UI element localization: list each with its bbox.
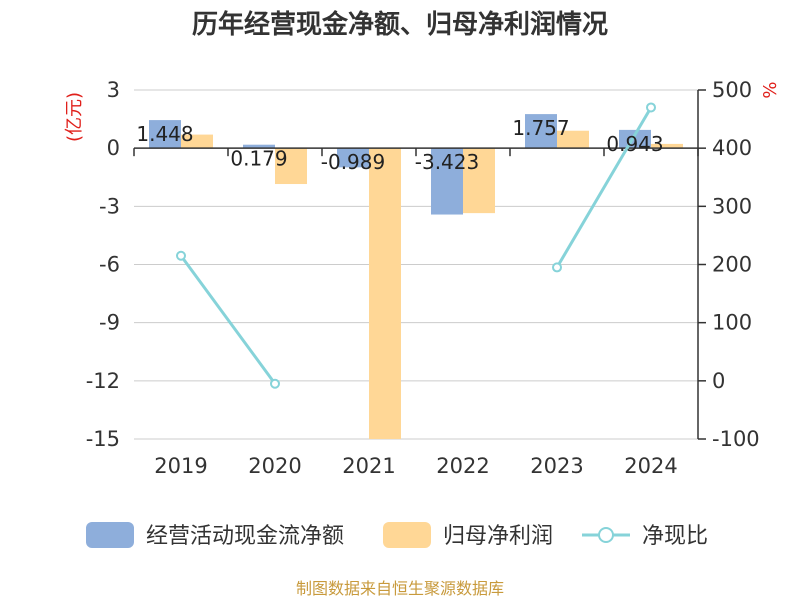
y-left-tick-label: -6 xyxy=(99,253,120,277)
cashflow-data-label: 0.943 xyxy=(606,132,663,156)
net-cash-ratio-point xyxy=(646,102,656,113)
x-tick-label: 2022 xyxy=(436,454,489,478)
x-tick-label: 2021 xyxy=(342,454,395,478)
net-profit-bar xyxy=(463,148,495,214)
cashflow-bar xyxy=(619,129,651,149)
left-axis-unit: (亿元) xyxy=(64,92,85,142)
y-left-tick-label: -9 xyxy=(99,311,120,335)
legend-swatch-cashflow xyxy=(86,522,134,548)
cashflow-data-label: -0.989 xyxy=(321,150,385,174)
x-tick-label: 2019 xyxy=(154,454,207,478)
y-left-tick-label: -3 xyxy=(99,194,120,218)
y-right-tick-label: 400 xyxy=(712,136,752,160)
net-cash-ratio-line xyxy=(555,106,653,269)
y-left-tick-label: 3 xyxy=(107,78,120,102)
right-axis-unit: % xyxy=(760,81,781,98)
net-profit-bar xyxy=(651,143,683,149)
net-profit-bar xyxy=(275,148,307,185)
net-profit-bar xyxy=(369,148,401,439)
y-right-tick-label: -100 xyxy=(712,427,760,451)
data-source: 制图数据来自恒生聚源数据库 xyxy=(296,579,504,598)
net-cash-ratio-point xyxy=(176,250,186,261)
cashflow-data-label: 0.179 xyxy=(230,147,287,171)
net-profit-bar xyxy=(181,134,213,149)
x-tick-label: 2024 xyxy=(624,454,677,478)
y-left-tick-label: -15 xyxy=(86,427,120,451)
cashflow-bar xyxy=(149,120,181,149)
legend-label-cashflow: 经营活动现金流净额 xyxy=(146,524,344,549)
y-right-tick-label: 100 xyxy=(712,311,752,335)
x-tick-label: 2020 xyxy=(248,454,301,478)
cashflow-data-label: 1.448 xyxy=(136,122,193,146)
cashflow-bar xyxy=(243,144,275,149)
net-cash-ratio-line xyxy=(179,254,277,385)
y-left-tick-label: -12 xyxy=(86,369,120,393)
y-right-tick-label: 200 xyxy=(712,253,752,277)
net-profit-bar xyxy=(557,130,589,149)
cashflow-data-label: -3.423 xyxy=(415,150,479,174)
y-right-tick-label: 500 xyxy=(712,78,752,102)
legend-label-net-profit: 归母净利润 xyxy=(443,524,553,549)
chart-title: 历年经营现金净额、归母净利润情况 xyxy=(192,9,608,40)
cashflow-data-label: 1.757 xyxy=(512,116,569,140)
net-cash-ratio-point xyxy=(270,378,280,389)
cashflow-bar xyxy=(337,148,369,168)
cashflow-bar xyxy=(525,114,557,149)
legend-label-net-cash-ratio: 净现比 xyxy=(642,524,708,549)
y-right-tick-label: 0 xyxy=(712,369,725,393)
net-cash-ratio-point xyxy=(552,262,562,273)
legend-marker-net-cash-ratio xyxy=(598,527,614,543)
y-right-tick-label: 300 xyxy=(712,194,752,218)
y-left-tick-label: 0 xyxy=(107,136,120,160)
legend-swatch-net-profit xyxy=(383,522,431,548)
cashflow-bar xyxy=(431,148,463,215)
x-tick-label: 2023 xyxy=(530,454,583,478)
